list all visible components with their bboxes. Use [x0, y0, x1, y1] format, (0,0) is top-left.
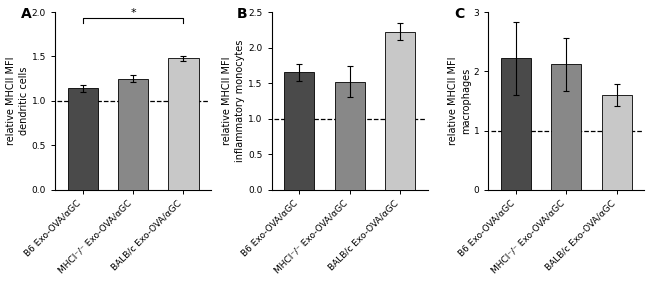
Bar [551, 64, 582, 190]
Bar [501, 58, 531, 190]
Text: *: * [130, 8, 136, 18]
Bar [168, 58, 198, 190]
Bar [118, 79, 148, 190]
Bar [385, 32, 415, 190]
Bar [602, 95, 632, 190]
Y-axis label: relative MHCII MFI
dendritic cells: relative MHCII MFI dendritic cells [6, 57, 29, 145]
Bar [68, 89, 98, 190]
Y-axis label: relative MHCII MFI
macrophages: relative MHCII MFI macrophages [447, 57, 471, 145]
Text: C: C [454, 7, 464, 21]
Text: B: B [237, 7, 248, 21]
Text: A: A [21, 7, 31, 21]
Bar [284, 72, 315, 190]
Y-axis label: relative MHCII MFI
inflammatory monocytes: relative MHCII MFI inflammatory monocyte… [222, 40, 246, 162]
Bar [335, 82, 365, 190]
